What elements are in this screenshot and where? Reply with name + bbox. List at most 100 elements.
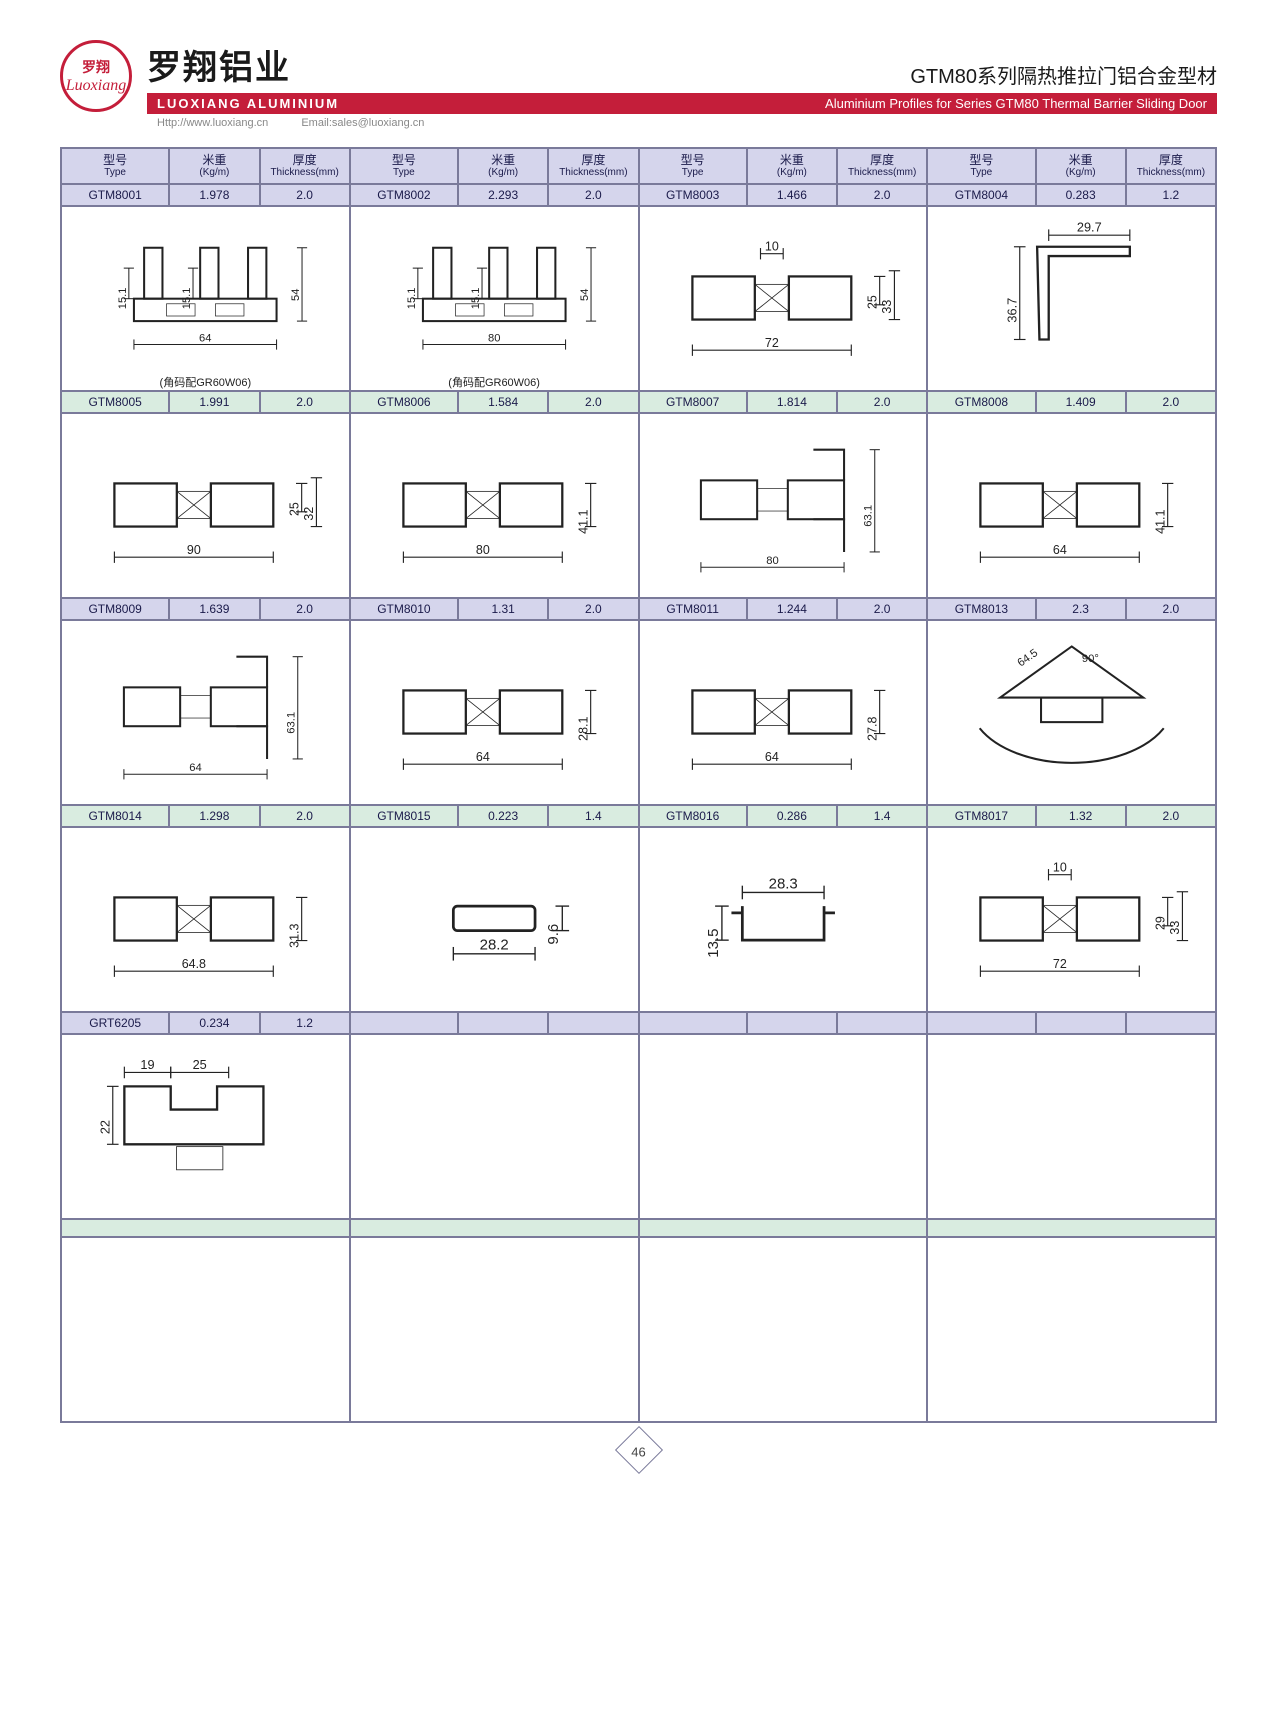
svg-text:10: 10: [1053, 860, 1067, 874]
page-number-ornament: 46: [60, 1433, 1217, 1470]
logo-cn: 罗翔: [82, 57, 110, 77]
svg-text:25: 25: [192, 1057, 206, 1072]
weight-cell: 0.283: [1036, 184, 1126, 206]
profile-diagram: 19 25 22: [61, 1034, 350, 1219]
svg-text:28.3: 28.3: [768, 876, 797, 893]
profile-diagram: 6428.1: [350, 620, 639, 805]
weight-cell: 1.298: [169, 805, 259, 827]
thick-cell: 2.0: [548, 391, 638, 413]
thick-cell: 2.0: [260, 391, 350, 413]
svg-text:25: 25: [287, 502, 301, 516]
company-name-cn: 罗翔铝业: [147, 40, 291, 89]
contact-line: Http://www.luoxiang.cn Email:sales@luoxi…: [147, 114, 1217, 129]
type-cell: GTM8003: [639, 184, 747, 206]
svg-text:13.5: 13.5: [704, 929, 721, 958]
catalog-grid: 型号Type米重(Kg/m)厚度Thickness(mm)型号Type米重(Kg…: [60, 147, 1217, 1423]
svg-text:32: 32: [302, 506, 316, 520]
svg-text:36.7: 36.7: [1004, 298, 1019, 323]
type-cell: GTM8009: [61, 598, 169, 620]
profile-diagram: 72293310: [927, 827, 1216, 1012]
thick-cell: 2.0: [548, 598, 638, 620]
profile-diagram: 64.590°: [927, 620, 1216, 805]
svg-text:80: 80: [476, 543, 490, 557]
weight-cell: 1.31: [458, 598, 548, 620]
svg-text:41.1: 41.1: [576, 509, 590, 533]
svg-text:15.1: 15.1: [117, 288, 129, 310]
svg-text:27.8: 27.8: [865, 716, 879, 740]
col-type: 型号Type: [61, 148, 169, 184]
svg-text:64: 64: [189, 762, 201, 774]
svg-text:54: 54: [290, 289, 302, 301]
weight-cell: 1.991: [169, 391, 259, 413]
series-title-en: Aluminium Profiles for Series GTM80 Ther…: [825, 96, 1207, 111]
svg-text:72: 72: [1053, 957, 1067, 971]
svg-text:72: 72: [765, 336, 779, 350]
thick-cell: 2.0: [1126, 805, 1216, 827]
profile-diagram: 80 63.1: [639, 413, 928, 598]
svg-text:15.1: 15.1: [181, 288, 193, 310]
type-cell: GTM8016: [639, 805, 747, 827]
page-header: 罗翔 Luoxiang 罗翔铝业 GTM80系列隔热推拉门铝合金型材 LUOXI…: [60, 40, 1217, 129]
weight-cell: 0.234: [169, 1012, 259, 1034]
svg-text:63.1: 63.1: [863, 505, 875, 527]
svg-text:28.2: 28.2: [480, 937, 509, 954]
thick-cell: 2.0: [260, 805, 350, 827]
svg-text:31.3: 31.3: [287, 923, 301, 947]
col-thick: 厚度Thickness(mm): [1126, 148, 1216, 184]
svg-text:63.1: 63.1: [285, 712, 297, 734]
weight-cell: 1.466: [747, 184, 837, 206]
weight-cell: 0.286: [747, 805, 837, 827]
logo-en: Luoxiang: [66, 77, 126, 95]
type-cell: GTM8013: [927, 598, 1035, 620]
thick-cell: 2.0: [1126, 391, 1216, 413]
col-thick: 厚度Thickness(mm): [548, 148, 638, 184]
profile-diagram: 6441.1: [927, 413, 1216, 598]
type-cell: GTM8007: [639, 391, 747, 413]
profile-diagram: [639, 1034, 928, 1219]
weight-cell: 1.584: [458, 391, 548, 413]
col-type: 型号Type: [639, 148, 747, 184]
svg-text:64: 64: [476, 750, 490, 764]
type-cell: GRT6205: [61, 1012, 169, 1034]
svg-text:80: 80: [766, 555, 779, 567]
type-cell: GTM8015: [350, 805, 458, 827]
profile-diagram: [61, 1237, 350, 1422]
svg-text:25: 25: [865, 295, 879, 309]
type-cell: GTM8002: [350, 184, 458, 206]
thick-cell: 2.0: [837, 184, 927, 206]
weight-cell: 1.32: [1036, 805, 1126, 827]
profile-diagram: 645415.115.1(角码配GR60W06): [61, 206, 350, 391]
weight-cell: 1.639: [169, 598, 259, 620]
type-cell: GTM8011: [639, 598, 747, 620]
svg-text:10: 10: [765, 239, 779, 253]
svg-text:80: 80: [488, 333, 500, 345]
svg-text:64: 64: [199, 333, 211, 345]
profile-diagram: 72253310: [639, 206, 928, 391]
svg-text:54: 54: [579, 289, 591, 301]
col-thick: 厚度Thickness(mm): [260, 148, 350, 184]
thick-cell: 1.4: [548, 805, 638, 827]
type-cell: GTM8008: [927, 391, 1035, 413]
svg-text:64: 64: [1053, 543, 1067, 557]
svg-text:19: 19: [140, 1057, 154, 1072]
profile-diagram: [350, 1237, 639, 1422]
col-type: 型号Type: [927, 148, 1035, 184]
col-type: 型号Type: [350, 148, 458, 184]
profile-diagram: 28.3 13.5: [639, 827, 928, 1012]
svg-text:64: 64: [765, 750, 779, 764]
company-name-en: LUOXIANG ALUMINIUM: [157, 96, 339, 111]
thick-cell: 2.0: [260, 184, 350, 206]
profile-diagram: [927, 1034, 1216, 1219]
thick-cell: 2.0: [260, 598, 350, 620]
thick-cell: 1.2: [260, 1012, 350, 1034]
col-weight: 米重(Kg/m): [747, 148, 837, 184]
svg-text:29.7: 29.7: [1077, 220, 1102, 235]
svg-text:90: 90: [187, 543, 201, 557]
weight-cell: 1.814: [747, 391, 837, 413]
weight-cell: 2.293: [458, 184, 548, 206]
weight-cell: 1.978: [169, 184, 259, 206]
profile-diagram: 64 27.8: [639, 620, 928, 805]
svg-text:22: 22: [97, 1120, 112, 1134]
thick-cell: 2.0: [548, 184, 638, 206]
email: Email:sales@luoxiang.cn: [301, 117, 424, 129]
